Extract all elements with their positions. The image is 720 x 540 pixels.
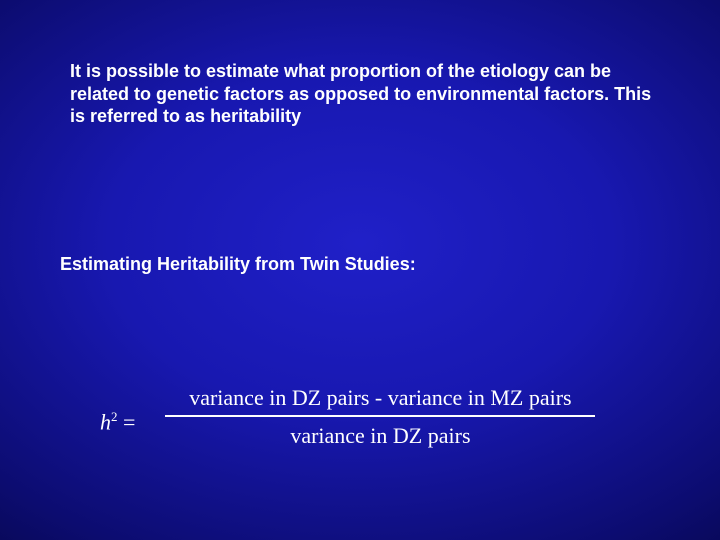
formula-numerator: variance in DZ pairs - variance in MZ pa… xyxy=(185,385,575,413)
formula-lhs: h2 = xyxy=(100,399,135,435)
formula-fraction: variance in DZ pairs - variance in MZ pa… xyxy=(165,385,595,449)
heritability-formula: h2 = variance in DZ pairs - variance in … xyxy=(100,385,595,449)
formula-equals: = xyxy=(118,409,136,434)
section-heading: Estimating Heritability from Twin Studie… xyxy=(60,253,416,276)
formula-fraction-line xyxy=(165,415,595,417)
formula-symbol: h xyxy=(100,409,111,434)
formula-denominator: variance in DZ pairs xyxy=(290,421,470,449)
intro-paragraph: It is possible to estimate what proporti… xyxy=(70,60,665,128)
